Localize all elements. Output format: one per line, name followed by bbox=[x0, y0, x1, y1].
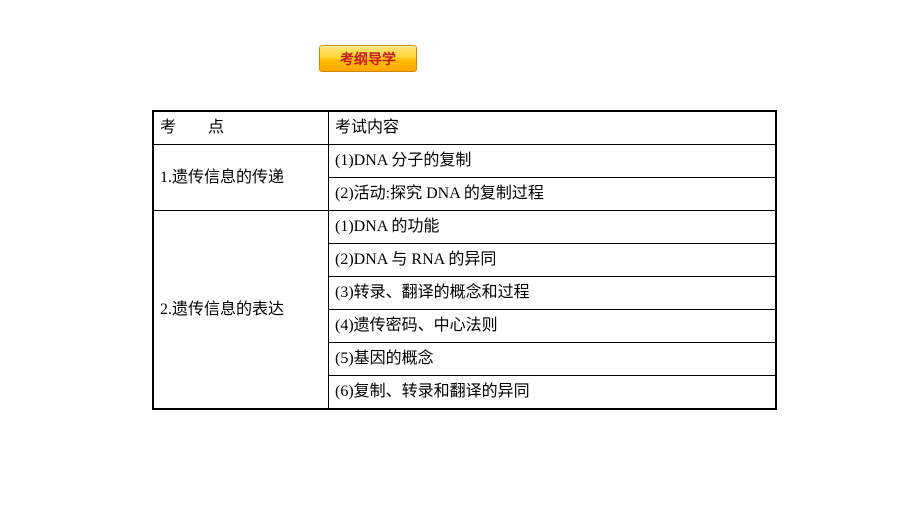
content-cell: (6)复制、转录和翻译的异同 bbox=[328, 376, 776, 410]
content-cell: (2)活动:探究 DNA 的复制过程 bbox=[328, 178, 776, 211]
table-header-row: 考点 考试内容 bbox=[153, 111, 776, 145]
content-cell: (2)DNA 与 RNA 的异同 bbox=[328, 244, 776, 277]
table-row: 2.遗传信息的表达 (1)DNA 的功能 bbox=[153, 211, 776, 244]
syllabus-badge: 考纲导学 bbox=[319, 45, 417, 72]
header-cell-topic: 考点 bbox=[153, 111, 328, 145]
table-row: 1.遗传信息的传递 (1)DNA 分子的复制 bbox=[153, 145, 776, 178]
content-cell: (5)基因的概念 bbox=[328, 343, 776, 376]
header-part2: 点 bbox=[208, 119, 224, 136]
badge-label: 考纲导学 bbox=[340, 49, 396, 69]
topic-cell: 2.遗传信息的表达 bbox=[153, 211, 328, 410]
content-cell: (4)遗传密码、中心法则 bbox=[328, 310, 776, 343]
header-part1: 考 bbox=[160, 119, 176, 136]
syllabus-table: 考点 考试内容 1.遗传信息的传递 (1)DNA 分子的复制 (2)活动:探究 … bbox=[152, 110, 777, 410]
content-cell: (1)DNA 分子的复制 bbox=[328, 145, 776, 178]
syllabus-table-container: 考点 考试内容 1.遗传信息的传递 (1)DNA 分子的复制 (2)活动:探究 … bbox=[152, 110, 777, 410]
content-cell: (1)DNA 的功能 bbox=[328, 211, 776, 244]
header-cell-content: 考试内容 bbox=[328, 111, 776, 145]
content-cell: (3)转录、翻译的概念和过程 bbox=[328, 277, 776, 310]
topic-cell: 1.遗传信息的传递 bbox=[153, 145, 328, 211]
